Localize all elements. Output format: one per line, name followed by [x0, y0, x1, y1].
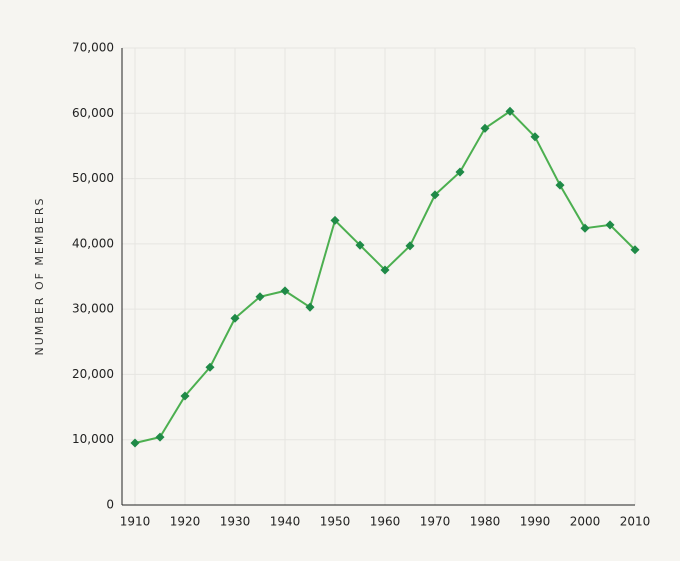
- y-tick-label: 10,000: [72, 432, 114, 446]
- x-tick-label: 1930: [220, 515, 251, 529]
- y-tick-label: 70,000: [72, 41, 114, 55]
- data-point: [155, 432, 165, 442]
- x-tick-label: 1910: [120, 515, 151, 529]
- x-tick-label: 1950: [320, 515, 351, 529]
- data-point: [180, 391, 190, 401]
- y-tick-label: 20,000: [72, 367, 114, 381]
- data-point: [555, 180, 565, 190]
- data-point: [205, 362, 215, 372]
- x-tick-label: 1920: [170, 515, 201, 529]
- x-tick-label: 1960: [370, 515, 401, 529]
- data-point: [230, 313, 240, 323]
- y-tick-label: 30,000: [72, 302, 114, 316]
- data-point: [580, 223, 590, 233]
- x-tick-label: 1980: [470, 515, 501, 529]
- x-tick-label: 1970: [420, 515, 451, 529]
- data-point: [130, 438, 140, 448]
- y-axis-label: NUMBER OF MEMBERS: [33, 197, 46, 356]
- x-tick-label: 1940: [270, 515, 301, 529]
- x-tick-label: 1990: [520, 515, 551, 529]
- x-tick-label: 2010: [620, 515, 651, 529]
- y-tick-label: 60,000: [72, 106, 114, 120]
- y-tick-label: 40,000: [72, 236, 114, 250]
- y-tick-label: 50,000: [72, 171, 114, 185]
- x-tick-label: 2000: [570, 515, 601, 529]
- y-tick-label: 0: [106, 498, 114, 512]
